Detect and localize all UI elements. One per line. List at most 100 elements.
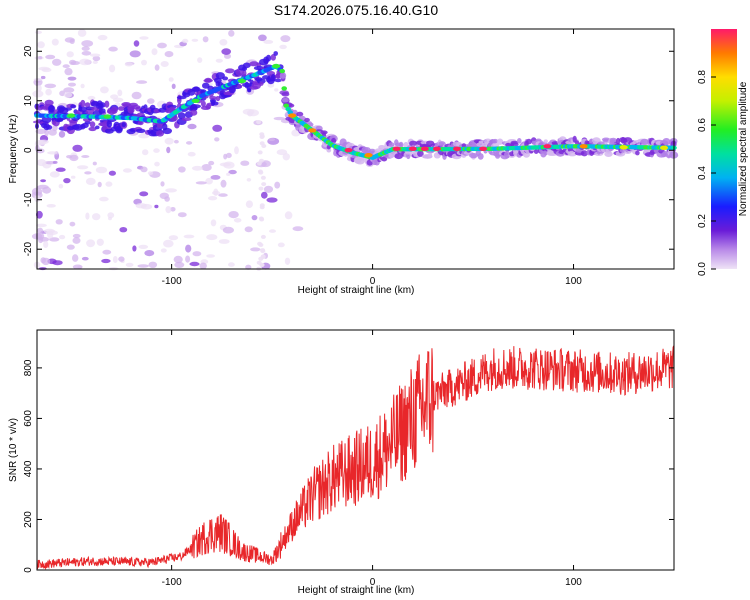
noise-blob <box>32 90 44 98</box>
ridge-halo <box>242 69 247 77</box>
y-tick-label: 800 <box>23 359 34 376</box>
noise-blob <box>164 196 170 202</box>
ridge-halo <box>181 117 192 121</box>
ridge-halo <box>640 138 650 145</box>
noise-blob <box>138 244 149 249</box>
noise-blob <box>292 226 304 232</box>
noise-blob <box>95 166 108 174</box>
ridge-halo <box>543 150 548 156</box>
noise-blob <box>206 234 218 241</box>
noise-blob <box>64 67 73 76</box>
ridge-core <box>279 68 286 74</box>
noise-blob <box>99 196 109 202</box>
noise-blob <box>256 161 262 166</box>
noise-blob <box>240 160 250 166</box>
noise-blob <box>44 83 57 89</box>
noise-blob <box>222 226 234 234</box>
ridge-peak <box>238 78 246 84</box>
noise-blob <box>110 94 119 100</box>
noise-blob <box>101 258 111 264</box>
noise-blob <box>226 172 231 176</box>
ridge-halo <box>106 120 113 128</box>
y-tick-label: 0 <box>23 147 34 153</box>
ridge-peak <box>272 63 281 69</box>
noise-blob <box>72 254 79 262</box>
noise-blob <box>55 219 63 225</box>
noise-blob <box>276 149 288 156</box>
noise-blob <box>92 213 101 221</box>
noise-blob <box>187 151 196 157</box>
noise-blob <box>201 164 212 171</box>
noise-blob <box>214 137 220 142</box>
noise-blob <box>192 251 202 257</box>
noise-blob <box>183 234 195 239</box>
noise-blob <box>35 128 47 135</box>
noise-blob <box>195 181 207 185</box>
y-tick-label: -10 <box>23 192 34 207</box>
noise-blob <box>52 58 62 66</box>
noise-blob <box>164 51 174 58</box>
noise-blob <box>260 234 266 239</box>
noise-blob <box>107 212 115 219</box>
noise-blob <box>226 152 232 159</box>
spectrogram-y-label: Frequency (Hz) <box>8 115 19 184</box>
noise-blob <box>191 165 203 171</box>
y-tick-label: 600 <box>23 410 34 427</box>
noise-blob <box>148 261 158 268</box>
noise-blob <box>199 262 207 270</box>
noise-blob <box>102 249 112 255</box>
noise-blob <box>261 191 268 199</box>
ridge-core <box>285 106 292 112</box>
noise-blob <box>210 175 221 180</box>
colorbar: 0.0 0.2 0.4 0.6 0.8 Normalized spectral ampl… <box>697 29 749 276</box>
noise-blob <box>38 56 43 60</box>
ridge-halo <box>601 137 611 142</box>
x-tick-label: 100 <box>565 276 582 287</box>
noise-blob <box>69 38 75 45</box>
noise-blob <box>221 48 231 55</box>
noise-blob <box>164 137 174 145</box>
y-tick-label: 20 <box>23 45 34 57</box>
ridge-halo <box>543 139 548 144</box>
noise-blob <box>45 54 56 60</box>
ridge-halo <box>517 138 522 144</box>
snr-ticks: -100 0 100 0 200 400 600 800 <box>23 330 674 588</box>
ridge-halo <box>259 81 264 86</box>
noise-blob <box>154 161 160 167</box>
ridge-halo <box>202 82 210 89</box>
ridge-halo <box>273 51 279 56</box>
noise-blob <box>112 256 118 263</box>
noise-blob <box>81 46 90 51</box>
ridge-halo <box>88 126 97 132</box>
noise-blob <box>187 123 197 130</box>
noise-blob <box>37 41 45 49</box>
noise-blob <box>97 34 108 41</box>
noise-blob <box>197 57 203 63</box>
colorbar-tick-label: 0.6 <box>697 118 708 132</box>
y-tick-label: 400 <box>23 460 34 477</box>
ridge-halo <box>203 78 213 83</box>
colorbar-tick-label: 0.4 <box>697 166 708 180</box>
ridge-halo <box>526 138 532 145</box>
snr-x-label: Height of straight line (km) <box>298 585 415 596</box>
noise-blob <box>258 34 267 42</box>
spectrogram-x-label: Height of straight line (km) <box>298 285 415 296</box>
y-tick-label: -20 <box>23 242 34 257</box>
noise-blob <box>132 245 137 252</box>
ridge-halo <box>115 126 123 134</box>
noise-blob <box>205 177 213 185</box>
noise-blob <box>250 247 261 252</box>
ridge-halo <box>381 156 388 162</box>
noise-blob <box>36 223 47 228</box>
noise-blob <box>220 179 227 188</box>
ridge-halo <box>398 141 404 148</box>
noise-blob <box>259 205 265 210</box>
noise-blob <box>58 130 66 138</box>
ridge-peak <box>364 153 373 158</box>
noise-blob <box>168 235 179 241</box>
noise-blob <box>261 144 267 148</box>
colorbar-tick-label: 0.0 <box>697 262 708 276</box>
noise-blob <box>139 191 149 197</box>
noise-blob <box>35 139 47 146</box>
